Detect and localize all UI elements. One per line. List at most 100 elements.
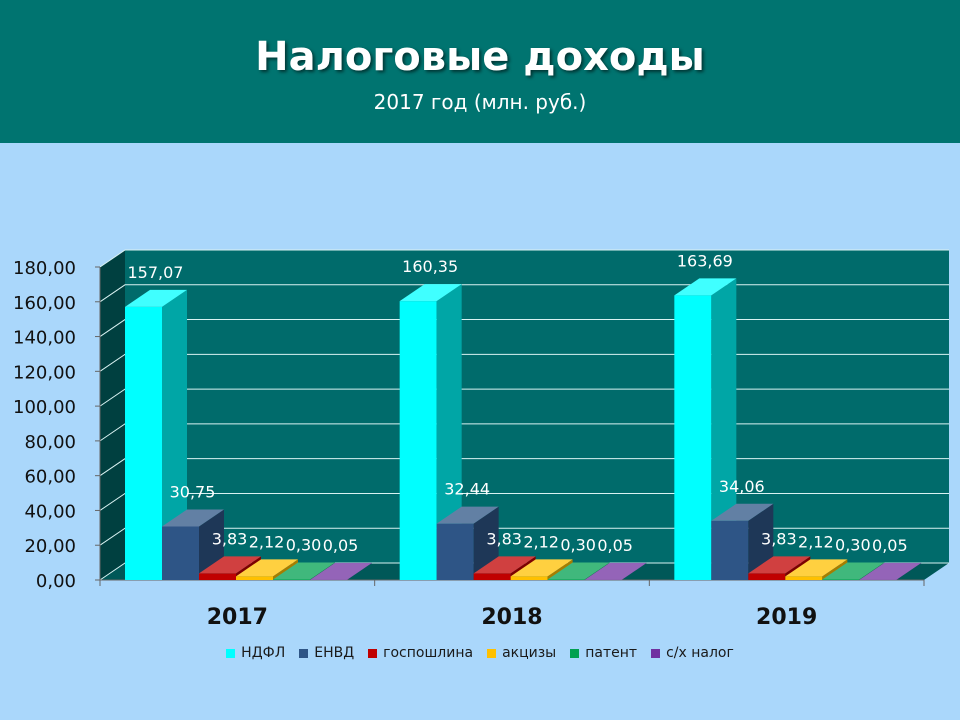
legend-swatch	[487, 648, 497, 658]
bar-top	[399, 284, 462, 302]
legend-item: акцизы	[487, 645, 556, 661]
y-tick-label: 100,00	[13, 397, 76, 418]
legend-label: акцизы	[502, 645, 557, 661]
y-tick-label: 80,00	[24, 432, 76, 453]
bar-top	[711, 503, 774, 521]
bar-top	[748, 556, 811, 574]
data-label: 2,12	[798, 532, 834, 551]
chart-back-wall	[125, 250, 949, 563]
legend-item: ЕНВД	[299, 645, 354, 661]
bar-side	[547, 559, 573, 580]
bar-front	[436, 523, 474, 580]
data-label: 34,06	[719, 477, 765, 496]
bar-side	[436, 284, 462, 580]
bar-front	[674, 295, 712, 580]
bar-front	[711, 520, 749, 580]
bar-front	[473, 573, 511, 580]
data-label: 3,83	[212, 529, 248, 548]
bar-front	[199, 573, 236, 580]
data-label: 2,12	[249, 532, 285, 551]
bar-front	[547, 579, 585, 580]
bar-side	[859, 562, 885, 580]
bar-top	[310, 562, 372, 580]
y-tick-label: 20,00	[24, 536, 76, 557]
data-label: 32,44	[444, 480, 490, 499]
legend-swatch	[368, 648, 378, 658]
bar-side	[822, 559, 848, 580]
bar-side	[162, 289, 187, 580]
bar-top	[162, 509, 224, 527]
legend-swatch	[299, 648, 309, 658]
legend-swatch	[570, 648, 580, 658]
slide-subtitle: 2017 год (млн. руб.)	[373, 90, 587, 114]
legend-item: НДФЛ	[226, 645, 285, 661]
legend-swatch	[651, 648, 661, 658]
bar-top	[859, 562, 922, 580]
data-label: 0,30	[835, 535, 871, 554]
bar-front	[785, 576, 823, 580]
data-label: 3,83	[486, 529, 522, 548]
bar-side	[584, 562, 610, 580]
bar-side	[273, 559, 298, 580]
slide-header	[0, 0, 960, 143]
data-label: 2,12	[523, 532, 559, 551]
legend-label: с/х налог	[666, 645, 734, 661]
legend-item: с/х налог	[651, 645, 734, 661]
data-label: 163,69	[677, 251, 733, 270]
bar-top	[822, 562, 885, 580]
bar-front	[273, 579, 310, 580]
x-category-label: 2017	[207, 605, 268, 630]
bar-front	[399, 301, 437, 580]
y-tick-label: 140,00	[13, 328, 76, 349]
bar-top	[236, 559, 298, 577]
bar-top	[785, 559, 848, 577]
bar-front	[125, 306, 162, 580]
bar-top	[473, 556, 536, 574]
data-label: 0,30	[560, 535, 596, 554]
data-label: 157,07	[128, 263, 184, 282]
bar-top	[584, 562, 647, 580]
bar-front	[236, 576, 273, 580]
x-category-label: 2019	[756, 605, 817, 630]
data-label: 0,05	[597, 536, 633, 555]
y-tick-label: 160,00	[13, 293, 76, 314]
bar-top	[510, 559, 573, 577]
bar-top	[125, 289, 187, 307]
legend-label: НДФЛ	[241, 645, 286, 661]
data-label: 0,05	[323, 536, 359, 555]
y-tick-label: 120,00	[13, 362, 76, 383]
slide-title: Налоговые доходы	[255, 34, 705, 80]
y-tick-label: 40,00	[24, 501, 76, 522]
data-label: 3,83	[761, 529, 797, 548]
chart-legend: НДФЛ ЕНВД госпошлина акцизы патент с/х налог	[0, 645, 960, 661]
bar-top	[547, 562, 610, 580]
bar-side	[621, 562, 647, 580]
bar-top	[199, 556, 261, 574]
y-tick-label: 180,00	[13, 258, 76, 279]
data-label: 160,35	[402, 257, 458, 276]
data-label: 0,05	[872, 536, 908, 555]
legend-item: госпошлина	[368, 645, 473, 661]
bar-top	[674, 278, 737, 296]
legend-item: патент	[570, 645, 637, 661]
y-tick-label: 0,00	[36, 571, 76, 592]
bar-front	[822, 579, 860, 580]
legend-swatch	[226, 648, 236, 658]
bar-front	[748, 573, 786, 580]
bar-top	[436, 506, 499, 524]
bar-front	[162, 526, 199, 580]
legend-label: госпошлина	[383, 645, 474, 661]
bar-front	[510, 576, 548, 580]
bar-side	[310, 562, 335, 580]
bar-side	[711, 278, 737, 580]
gridline	[99, 284, 949, 303]
legend-label: ЕНВД	[314, 645, 355, 661]
bar-top	[273, 562, 335, 580]
x-category-label: 2018	[481, 605, 542, 630]
bar-side	[896, 562, 922, 580]
data-label: 30,75	[170, 483, 216, 502]
legend-label: патент	[585, 645, 638, 661]
data-label: 0,30	[286, 535, 322, 554]
y-tick-label: 60,00	[24, 467, 76, 488]
